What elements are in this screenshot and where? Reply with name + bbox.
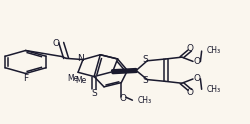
Text: F: F xyxy=(23,74,28,83)
Text: CH₃: CH₃ xyxy=(207,85,221,94)
Text: S: S xyxy=(91,89,97,98)
Text: O: O xyxy=(194,74,201,83)
Text: N: N xyxy=(77,54,84,63)
Text: O: O xyxy=(119,93,126,103)
Text: O: O xyxy=(187,44,194,53)
Text: Me: Me xyxy=(75,76,86,85)
Text: S: S xyxy=(142,55,148,64)
Text: O: O xyxy=(194,58,201,66)
Text: O: O xyxy=(187,88,194,97)
Text: O: O xyxy=(53,39,60,48)
Text: S: S xyxy=(142,76,148,85)
Text: CH₃: CH₃ xyxy=(138,96,152,105)
Text: CH₃: CH₃ xyxy=(207,46,221,55)
Text: Me: Me xyxy=(68,74,79,83)
